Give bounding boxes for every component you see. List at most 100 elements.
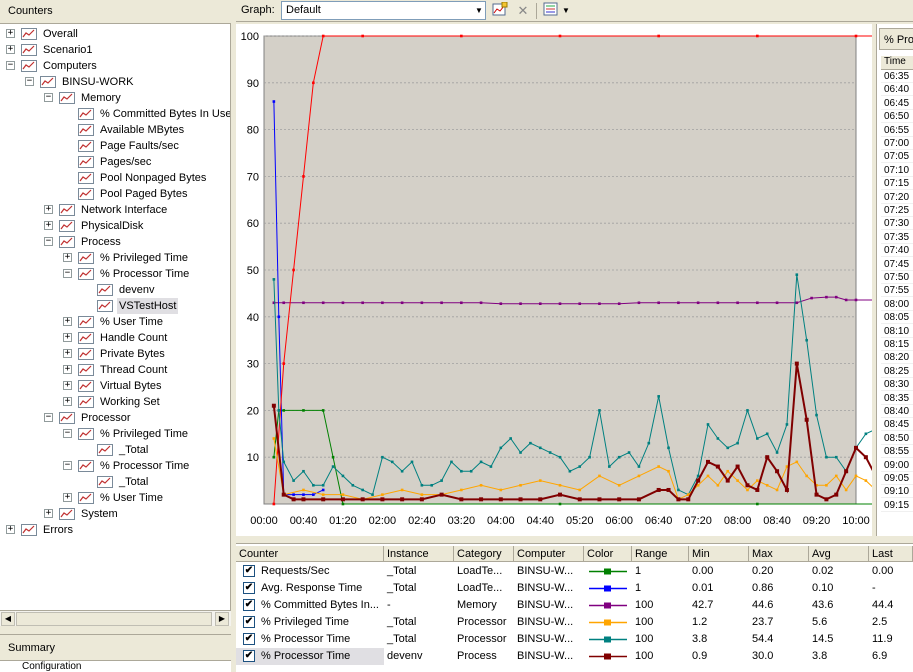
- expand-icon[interactable]: +: [63, 492, 72, 502]
- legend-cell-computer[interactable]: BINSU-W...: [517, 582, 574, 594]
- time-row[interactable]: 07:15: [881, 178, 913, 191]
- expand-icon[interactable]: +: [63, 332, 72, 342]
- counter-visible-checkbox[interactable]: ✔: [243, 599, 255, 611]
- summary-section[interactable]: Summary: [0, 634, 231, 660]
- legend-cell-range[interactable]: 100: [635, 616, 654, 628]
- legend-column-header[interactable]: Instance: [384, 546, 454, 562]
- tree-node[interactable]: + % Privileged Time: [0, 250, 230, 266]
- chart-area[interactable]: 100 90 80 70 60 50 40 30 20 10 00:00 00:40 01:20 02:0…: [236, 24, 913, 536]
- legend-cell-max[interactable]: 30.0: [752, 650, 774, 662]
- series-color-swatch[interactable]: [589, 584, 627, 593]
- time-row[interactable]: 09:00: [881, 460, 913, 472]
- collapse-icon[interactable]: −: [6, 60, 15, 70]
- time-row[interactable]: 08:20: [881, 352, 913, 365]
- legend-cell-category[interactable]: LoadTe...: [457, 582, 503, 594]
- tree-node[interactable]: + Handle Count: [0, 330, 230, 346]
- time-row[interactable]: 08:50: [881, 433, 913, 445]
- time-row[interactable]: 07:50: [881, 272, 913, 284]
- legend-cell-range[interactable]: 100: [635, 650, 654, 662]
- legend-options-dropdown-icon[interactable]: ▼: [562, 6, 570, 15]
- time-row[interactable]: 07:10: [881, 165, 913, 177]
- time-row[interactable]: 09:10: [881, 486, 913, 499]
- tree-node[interactable]: − BINSU-WORK: [0, 74, 230, 90]
- legend-cell-category[interactable]: LoadTe...: [457, 565, 503, 577]
- legend-cell-avg[interactable]: 0.02: [812, 565, 834, 577]
- legend-cell-max[interactable]: 44.6: [752, 599, 774, 611]
- tree-node[interactable]: Pool Paged Bytes: [0, 186, 230, 202]
- legend-column-header[interactable]: Avg: [809, 546, 869, 562]
- legend-cell-instance[interactable]: _Total: [387, 616, 417, 628]
- time-row[interactable]: 08:10: [881, 326, 913, 338]
- time-row[interactable]: 08:05: [881, 312, 913, 325]
- legend-cell-counter[interactable]: % Processor Time: [261, 633, 351, 645]
- legend-cell-counter[interactable]: % Processor Time: [261, 650, 351, 662]
- legend-cell-min[interactable]: 0.01: [692, 582, 714, 594]
- tree-node[interactable]: _Total: [0, 442, 230, 458]
- tree-node[interactable]: VSTestHost: [0, 298, 230, 314]
- tree-node[interactable]: + Overall: [0, 26, 230, 42]
- legend-cell-instance[interactable]: _Total: [387, 582, 417, 594]
- legend-cell-max[interactable]: 0.86: [752, 582, 774, 594]
- tree-node[interactable]: + % User Time: [0, 490, 230, 506]
- tree-node[interactable]: − Processor: [0, 410, 230, 426]
- configuration-row[interactable]: Configuration: [0, 660, 231, 672]
- legend-cell-category[interactable]: Processor: [457, 616, 507, 628]
- legend-cell-avg[interactable]: 14.5: [812, 633, 834, 645]
- series-color-swatch[interactable]: [589, 618, 627, 627]
- legend-cell-computer[interactable]: BINSU-W...: [517, 633, 574, 645]
- counter-visible-checkbox[interactable]: ✔: [243, 565, 255, 577]
- expand-icon[interactable]: +: [44, 204, 53, 214]
- series-color-swatch[interactable]: [589, 652, 627, 661]
- legend-cell-min[interactable]: 1.2: [692, 616, 708, 628]
- time-row[interactable]: 08:15: [881, 339, 913, 351]
- expand-icon[interactable]: +: [63, 396, 72, 406]
- expand-icon[interactable]: +: [63, 316, 72, 326]
- values-panel-header[interactable]: % Pro: [879, 28, 913, 50]
- tree-node[interactable]: − Computers: [0, 58, 230, 74]
- expand-icon[interactable]: +: [63, 380, 72, 390]
- time-row[interactable]: 06:55: [881, 125, 913, 137]
- tree-node[interactable]: Pages/sec: [0, 154, 230, 170]
- legend-cell-category[interactable]: Processor: [457, 633, 507, 645]
- legend-cell-avg[interactable]: 43.6: [812, 599, 834, 611]
- graph-select[interactable]: Default ▼: [281, 1, 486, 20]
- scroll-thumb[interactable]: [16, 612, 212, 626]
- time-row[interactable]: 07:40: [881, 245, 913, 258]
- tree-node[interactable]: + System: [0, 506, 230, 522]
- tree-node[interactable]: Available MBytes: [0, 122, 230, 138]
- collapse-icon[interactable]: −: [63, 428, 72, 438]
- time-row[interactable]: 07:30: [881, 218, 913, 231]
- time-row[interactable]: 07:00: [881, 138, 913, 150]
- tree-node[interactable]: + % User Time: [0, 314, 230, 330]
- panel-splitter[interactable]: [231, 0, 236, 672]
- legend-cell-computer[interactable]: BINSU-W...: [517, 599, 574, 611]
- counter-visible-checkbox[interactable]: ✔: [243, 582, 255, 594]
- expand-icon[interactable]: +: [44, 220, 53, 230]
- legend-column-header[interactable]: Min: [689, 546, 749, 562]
- time-row[interactable]: 08:45: [881, 419, 913, 432]
- legend-cell-category[interactable]: Process: [457, 650, 497, 662]
- legend-cell-counter[interactable]: Requests/Sec: [261, 565, 330, 577]
- time-row[interactable]: 06:35: [881, 71, 913, 83]
- tree-node[interactable]: + Network Interface: [0, 202, 230, 218]
- legend-cell-last[interactable]: -: [872, 582, 876, 594]
- chevron-down-icon[interactable]: ▼: [475, 6, 483, 15]
- legend-cell-instance[interactable]: _Total: [387, 565, 417, 577]
- time-row[interactable]: 06:50: [881, 111, 913, 124]
- time-row[interactable]: 07:25: [881, 205, 913, 217]
- tree-horizontal-scrollbar[interactable]: ◀ ▶: [0, 610, 231, 626]
- legend-cell-max[interactable]: 0.20: [752, 565, 774, 577]
- legend-cell-avg[interactable]: 0.10: [812, 582, 834, 594]
- expand-icon[interactable]: +: [44, 508, 53, 518]
- legend-cell-min[interactable]: 0.00: [692, 565, 714, 577]
- legend-cell-min[interactable]: 0.9: [692, 650, 708, 662]
- tree-node[interactable]: Pool Nonpaged Bytes: [0, 170, 230, 186]
- tree-node[interactable]: − Memory: [0, 90, 230, 106]
- expand-icon[interactable]: +: [6, 28, 15, 38]
- time-row[interactable]: 06:40: [881, 84, 913, 97]
- tree-node[interactable]: − % Privileged Time: [0, 426, 230, 442]
- time-row[interactable]: 08:55: [881, 446, 913, 459]
- legend-cell-last[interactable]: 0.00: [872, 565, 894, 577]
- delete-icon[interactable]: ✕: [517, 3, 529, 18]
- expand-icon[interactable]: +: [63, 348, 72, 358]
